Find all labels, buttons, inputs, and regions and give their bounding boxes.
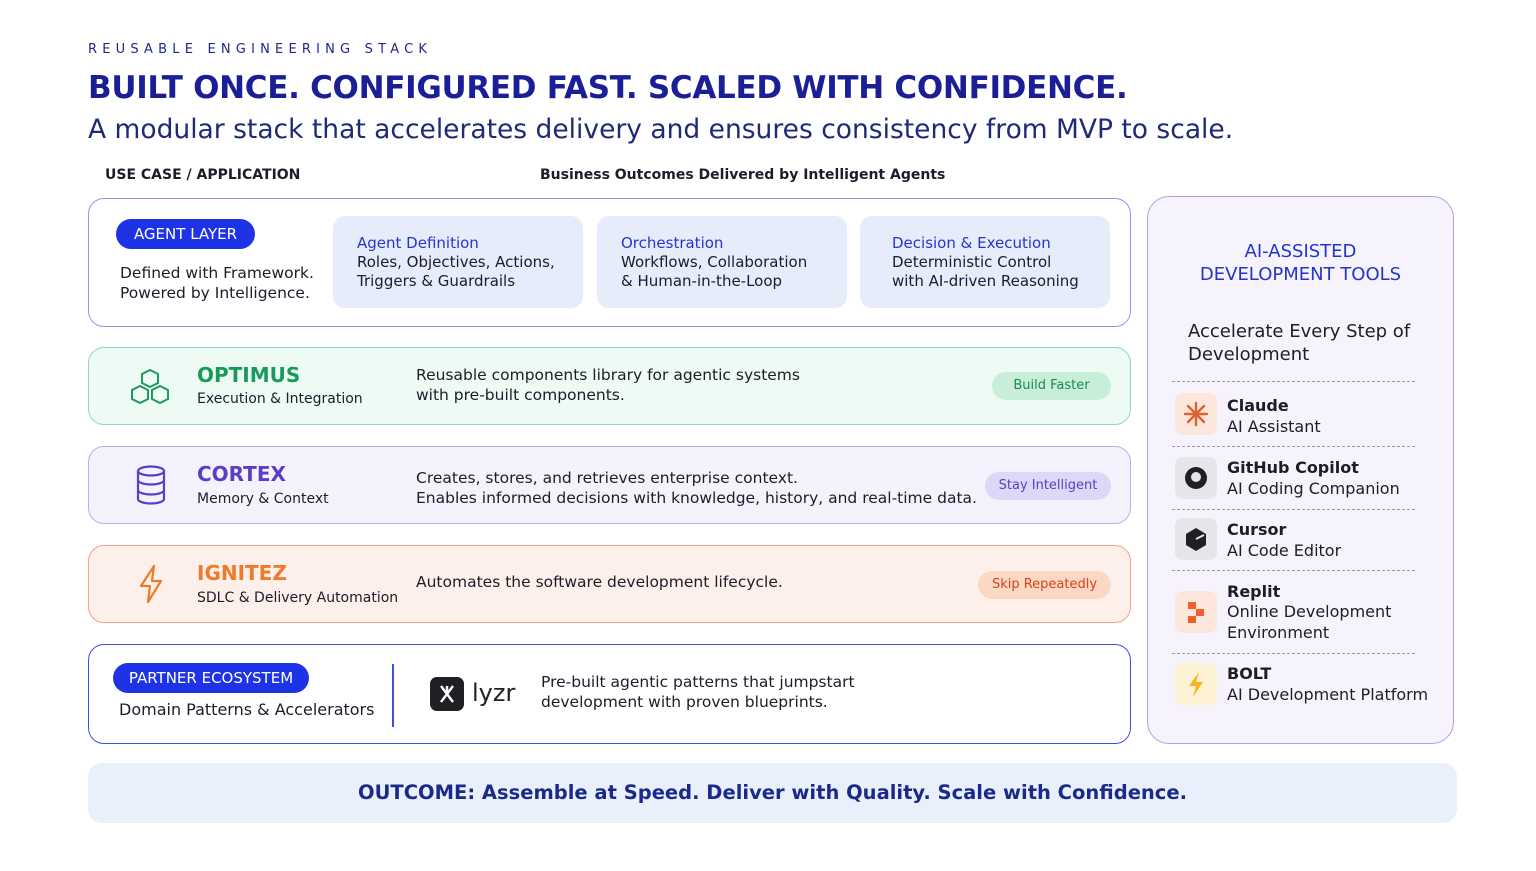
tool-description: AI Code Editor: [1227, 541, 1342, 560]
layer-name: OPTIMUS: [197, 363, 301, 387]
tool-name: Claude: [1227, 396, 1289, 415]
layer-subtitle: SDLC & Delivery Automation: [197, 590, 399, 606]
cursor-icon: [1175, 518, 1217, 560]
divider: [392, 664, 394, 727]
partner-text: Pre-built agentic patterns that jumpstar…: [541, 673, 855, 691]
title: BUILT ONCE. CONFIGURED FAST. SCALED WITH…: [88, 70, 1128, 106]
layer-description: Enables informed decisions with knowledg…: [416, 489, 977, 507]
bolt-tool-icon: [1175, 663, 1217, 705]
claude-icon: [1175, 393, 1217, 435]
agent-layer: [88, 198, 1131, 327]
tag: Build Faster: [992, 372, 1111, 400]
tool-name: Cursor: [1227, 520, 1287, 539]
card: Orchestration Workflows, Collaboration & H…: [597, 216, 847, 308]
separator: [1172, 446, 1415, 447]
separator: [1172, 570, 1415, 571]
tool-description: AI Coding Companion: [1227, 479, 1400, 498]
tool-description: Online Development Environment: [1227, 602, 1392, 642]
card: Decision & Execution Deterministic Contro…: [860, 216, 1110, 308]
tools-title-line: AI-ASSISTED: [1244, 241, 1357, 262]
separator: [1172, 381, 1415, 382]
layer-subtitle: Memory & Context: [197, 491, 329, 507]
lyzr-logo-icon: [430, 677, 464, 711]
github-icon: [1175, 457, 1217, 499]
separator: [1172, 509, 1415, 510]
layer-cortex: [88, 446, 1131, 524]
layer-description: with pre-built components.: [416, 386, 625, 404]
card-title: Orchestration: [621, 234, 724, 252]
layer-ignitez: [88, 545, 1131, 623]
layer-description: Automates the software development lifec…: [416, 573, 783, 591]
column-label: Business Outcomes Delivered by Intellige…: [540, 167, 946, 183]
tag: Skip Repeatedly: [978, 571, 1111, 599]
replit-icon: [1175, 591, 1217, 633]
outcome-bar: OUTCOME: Assemble at Speed. Deliver with…: [88, 763, 1457, 823]
card-line: Deterministic Control: [892, 253, 1052, 271]
tools-title-line: DEVELOPMENT TOOLS: [1199, 264, 1402, 285]
description: Domain Patterns & Accelerators: [119, 700, 375, 719]
tool-name: GitHub Copilot: [1227, 458, 1359, 477]
database-icon: [136, 465, 166, 505]
tools-title: AI-ASSISTED DEVELOPMENT TOOLS: [1147, 240, 1454, 286]
card-line: Workflows, Collaboration: [621, 253, 808, 271]
bolt-icon: [139, 564, 163, 604]
layer-name: CORTEX: [197, 462, 286, 486]
layer-subtitle: Execution & Integration: [197, 391, 363, 407]
card-title: Agent Definition: [357, 234, 479, 252]
card-line: & Human-in-the-Loop: [621, 272, 783, 290]
layer-description: Reusable components library for agentic …: [416, 366, 800, 384]
tag: Stay Intelligent: [985, 472, 1111, 500]
separator: [1172, 653, 1415, 654]
card-line: Roles, Objectives, Actions,: [357, 253, 555, 271]
column-label: USE CASE / APPLICATION: [105, 167, 301, 183]
badge: AGENT LAYER: [116, 219, 255, 249]
tool-description: AI Development Platform: [1227, 685, 1429, 704]
card-title: Decision & Execution: [892, 234, 1051, 252]
cubes-icon: [131, 368, 169, 405]
partner-ecosystem: [88, 644, 1131, 744]
card: Agent Definition Roles, Objectives, Actio…: [333, 216, 583, 308]
description: Powered by Intelligence.: [120, 284, 310, 302]
card-line: Triggers & Guardrails: [357, 272, 516, 290]
lyzr-logo-text: lyzr: [472, 679, 516, 707]
badge: PARTNER ECOSYSTEM: [113, 663, 309, 693]
description: Defined with Framework.: [120, 264, 314, 282]
partner-text: development with proven blueprints.: [541, 693, 828, 711]
tool-name: Replit: [1227, 582, 1281, 601]
tool-description: AI Assistant: [1227, 417, 1321, 436]
tool-name: BOLT: [1227, 664, 1272, 683]
layer-description: Creates, stores, and retrieves enterpris…: [416, 469, 798, 487]
layer-optimus: [88, 347, 1131, 425]
tools-subtitle: Accelerate Every Step of Development: [1188, 321, 1411, 365]
card-line: with AI-driven Reasoning: [892, 272, 1079, 290]
layer-name: IGNITEZ: [197, 561, 287, 585]
subtitle: A modular stack that accelerates deliver…: [88, 114, 1234, 145]
eyebrow: REUSABLE ENGINEERING STACK: [88, 42, 433, 57]
